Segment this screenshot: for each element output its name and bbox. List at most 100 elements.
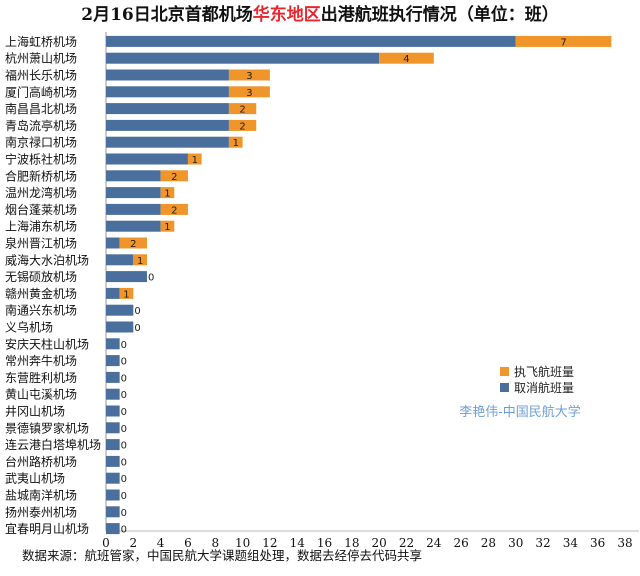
bar-cancelled [106, 405, 120, 417]
x-tick-label: 6 [184, 536, 192, 550]
category-label: 泉州晋江机场 [5, 237, 77, 251]
bar-cancelled [106, 506, 120, 518]
data-label: 0 [121, 457, 127, 468]
source-note: 数据来源：航班管家，中国民航大学课题组处理，数据去经停去代码共享 [22, 548, 422, 563]
bar-cancelled [106, 237, 120, 249]
bar-cancelled [106, 489, 120, 501]
bar-cancelled [106, 422, 120, 434]
bar-cancelled [106, 254, 134, 266]
x-tick-label: 12 [262, 536, 277, 550]
category-label: 合肥新桥机场 [5, 168, 77, 183]
bar-cancelled [106, 321, 134, 333]
x-tick-label: 26 [453, 536, 468, 550]
category-label: 无锡硕放机场 [5, 269, 77, 284]
bar-cancelled [106, 455, 120, 467]
data-label: 2 [130, 239, 136, 250]
bar-cancelled [106, 187, 161, 199]
legend-label-cancelled: 取消航班量 [514, 380, 574, 395]
data-label: 0 [121, 474, 127, 485]
bar-cancelled [106, 472, 120, 484]
bar-cancelled [106, 338, 120, 350]
bar-executed [228, 86, 270, 98]
x-tick-label: 4 [157, 536, 165, 550]
category-label: 上海浦东机场 [5, 219, 77, 234]
category-label: 连云港白塔埠机场 [5, 437, 101, 452]
bar-cancelled [106, 287, 120, 299]
x-tick-label: 22 [399, 536, 414, 550]
x-tick-label: 8 [211, 536, 219, 550]
bar-executed [119, 237, 147, 249]
data-label: 3 [246, 88, 252, 99]
data-label: 2 [171, 172, 177, 183]
data-label: 0 [121, 407, 127, 418]
data-label: 1 [137, 256, 143, 267]
category-label: 赣州黄金机场 [5, 286, 77, 301]
data-label: 7 [560, 37, 566, 48]
category-label: 井冈山机场 [5, 405, 65, 419]
category-label: 南通兴东机场 [5, 303, 77, 318]
bar-executed [379, 52, 434, 64]
data-label: 1 [123, 289, 129, 300]
title-prefix: 2月16日北京首都机场 [81, 4, 253, 25]
x-tick-label: 20 [372, 536, 387, 550]
category-labels: 上海虹桥机场杭州萧山机场福州长乐机场厦门高崎机场南昌昌北机场青岛流亭机场南京禄口… [5, 34, 101, 536]
category-label: 台州路桥机场 [5, 454, 77, 469]
x-tick-label: 0 [102, 536, 110, 550]
data-label: 1 [164, 222, 170, 233]
bar-executed [160, 187, 175, 199]
data-label: 2 [239, 121, 245, 132]
bar-executed [228, 69, 270, 81]
category-label: 威海大水泊机场 [5, 252, 89, 267]
x-tick-labels: 0 2 4 6 8 10 12 14 16 18 20 22 24 26 28 30 32 34 36 38 [102, 536, 632, 550]
data-label: 0 [121, 491, 127, 502]
data-label: 0 [134, 323, 140, 334]
category-label: 宜春明月山机场 [5, 521, 89, 536]
bar-executed [160, 220, 175, 232]
category-label: 景德镇罗家机场 [5, 420, 89, 435]
bar-cancelled [106, 439, 120, 451]
category-label: 青岛流亭机场 [5, 118, 77, 133]
category-label: 扬州泰州机场 [5, 504, 77, 519]
x-tick-label: 16 [317, 536, 332, 550]
category-label: 武夷山机场 [5, 471, 65, 486]
category-label: 福州长乐机场 [5, 68, 77, 83]
bar-cancelled [106, 52, 380, 64]
legend-swatch-cancelled [500, 383, 509, 392]
data-label: 0 [121, 525, 127, 536]
x-tick-label: 10 [235, 536, 250, 550]
x-tick-label: 32 [535, 536, 550, 550]
data-label: 0 [121, 373, 127, 384]
x-tick-label: 36 [590, 536, 605, 550]
bar-cancelled [106, 35, 516, 47]
title-suffix: 出港航班执行情况（单位：班） [321, 4, 559, 25]
data-label: 2 [239, 105, 245, 116]
bar-cancelled [106, 86, 229, 98]
data-label: 0 [121, 390, 127, 401]
bar-cancelled [106, 271, 147, 283]
legend-swatch-executed [500, 367, 509, 376]
bar-executed [187, 153, 202, 165]
bar-cancelled [106, 136, 229, 148]
x-tick-label: 30 [508, 536, 523, 550]
x-tick-label: 2 [129, 536, 137, 550]
category-label: 上海虹桥机场 [5, 34, 77, 49]
category-label: 东营胜利机场 [5, 370, 77, 385]
bar-executed [228, 119, 257, 131]
bar-cancelled [106, 220, 161, 232]
data-label: 0 [121, 424, 127, 435]
data-label: 4 [403, 54, 409, 65]
bar-executed [228, 103, 257, 115]
title-highlight: 华东地区 [253, 4, 321, 25]
bar-cancelled [106, 388, 120, 400]
x-tick-label: 18 [344, 536, 359, 550]
chart-title: 2月16日北京首都机场华东地区出港航班执行情况（单位：班） [81, 4, 559, 25]
bar-executed [228, 136, 243, 148]
x-tick-label: 14 [290, 536, 306, 550]
bar-cancelled [106, 371, 120, 383]
watermark: 李艳伟-中国民航大学 [459, 404, 580, 420]
bar-cancelled [106, 170, 161, 182]
data-label: 3 [246, 71, 252, 82]
category-label: 黄山屯溪机场 [5, 388, 77, 402]
bar-cancelled [106, 119, 229, 131]
data-label: 1 [164, 189, 170, 200]
